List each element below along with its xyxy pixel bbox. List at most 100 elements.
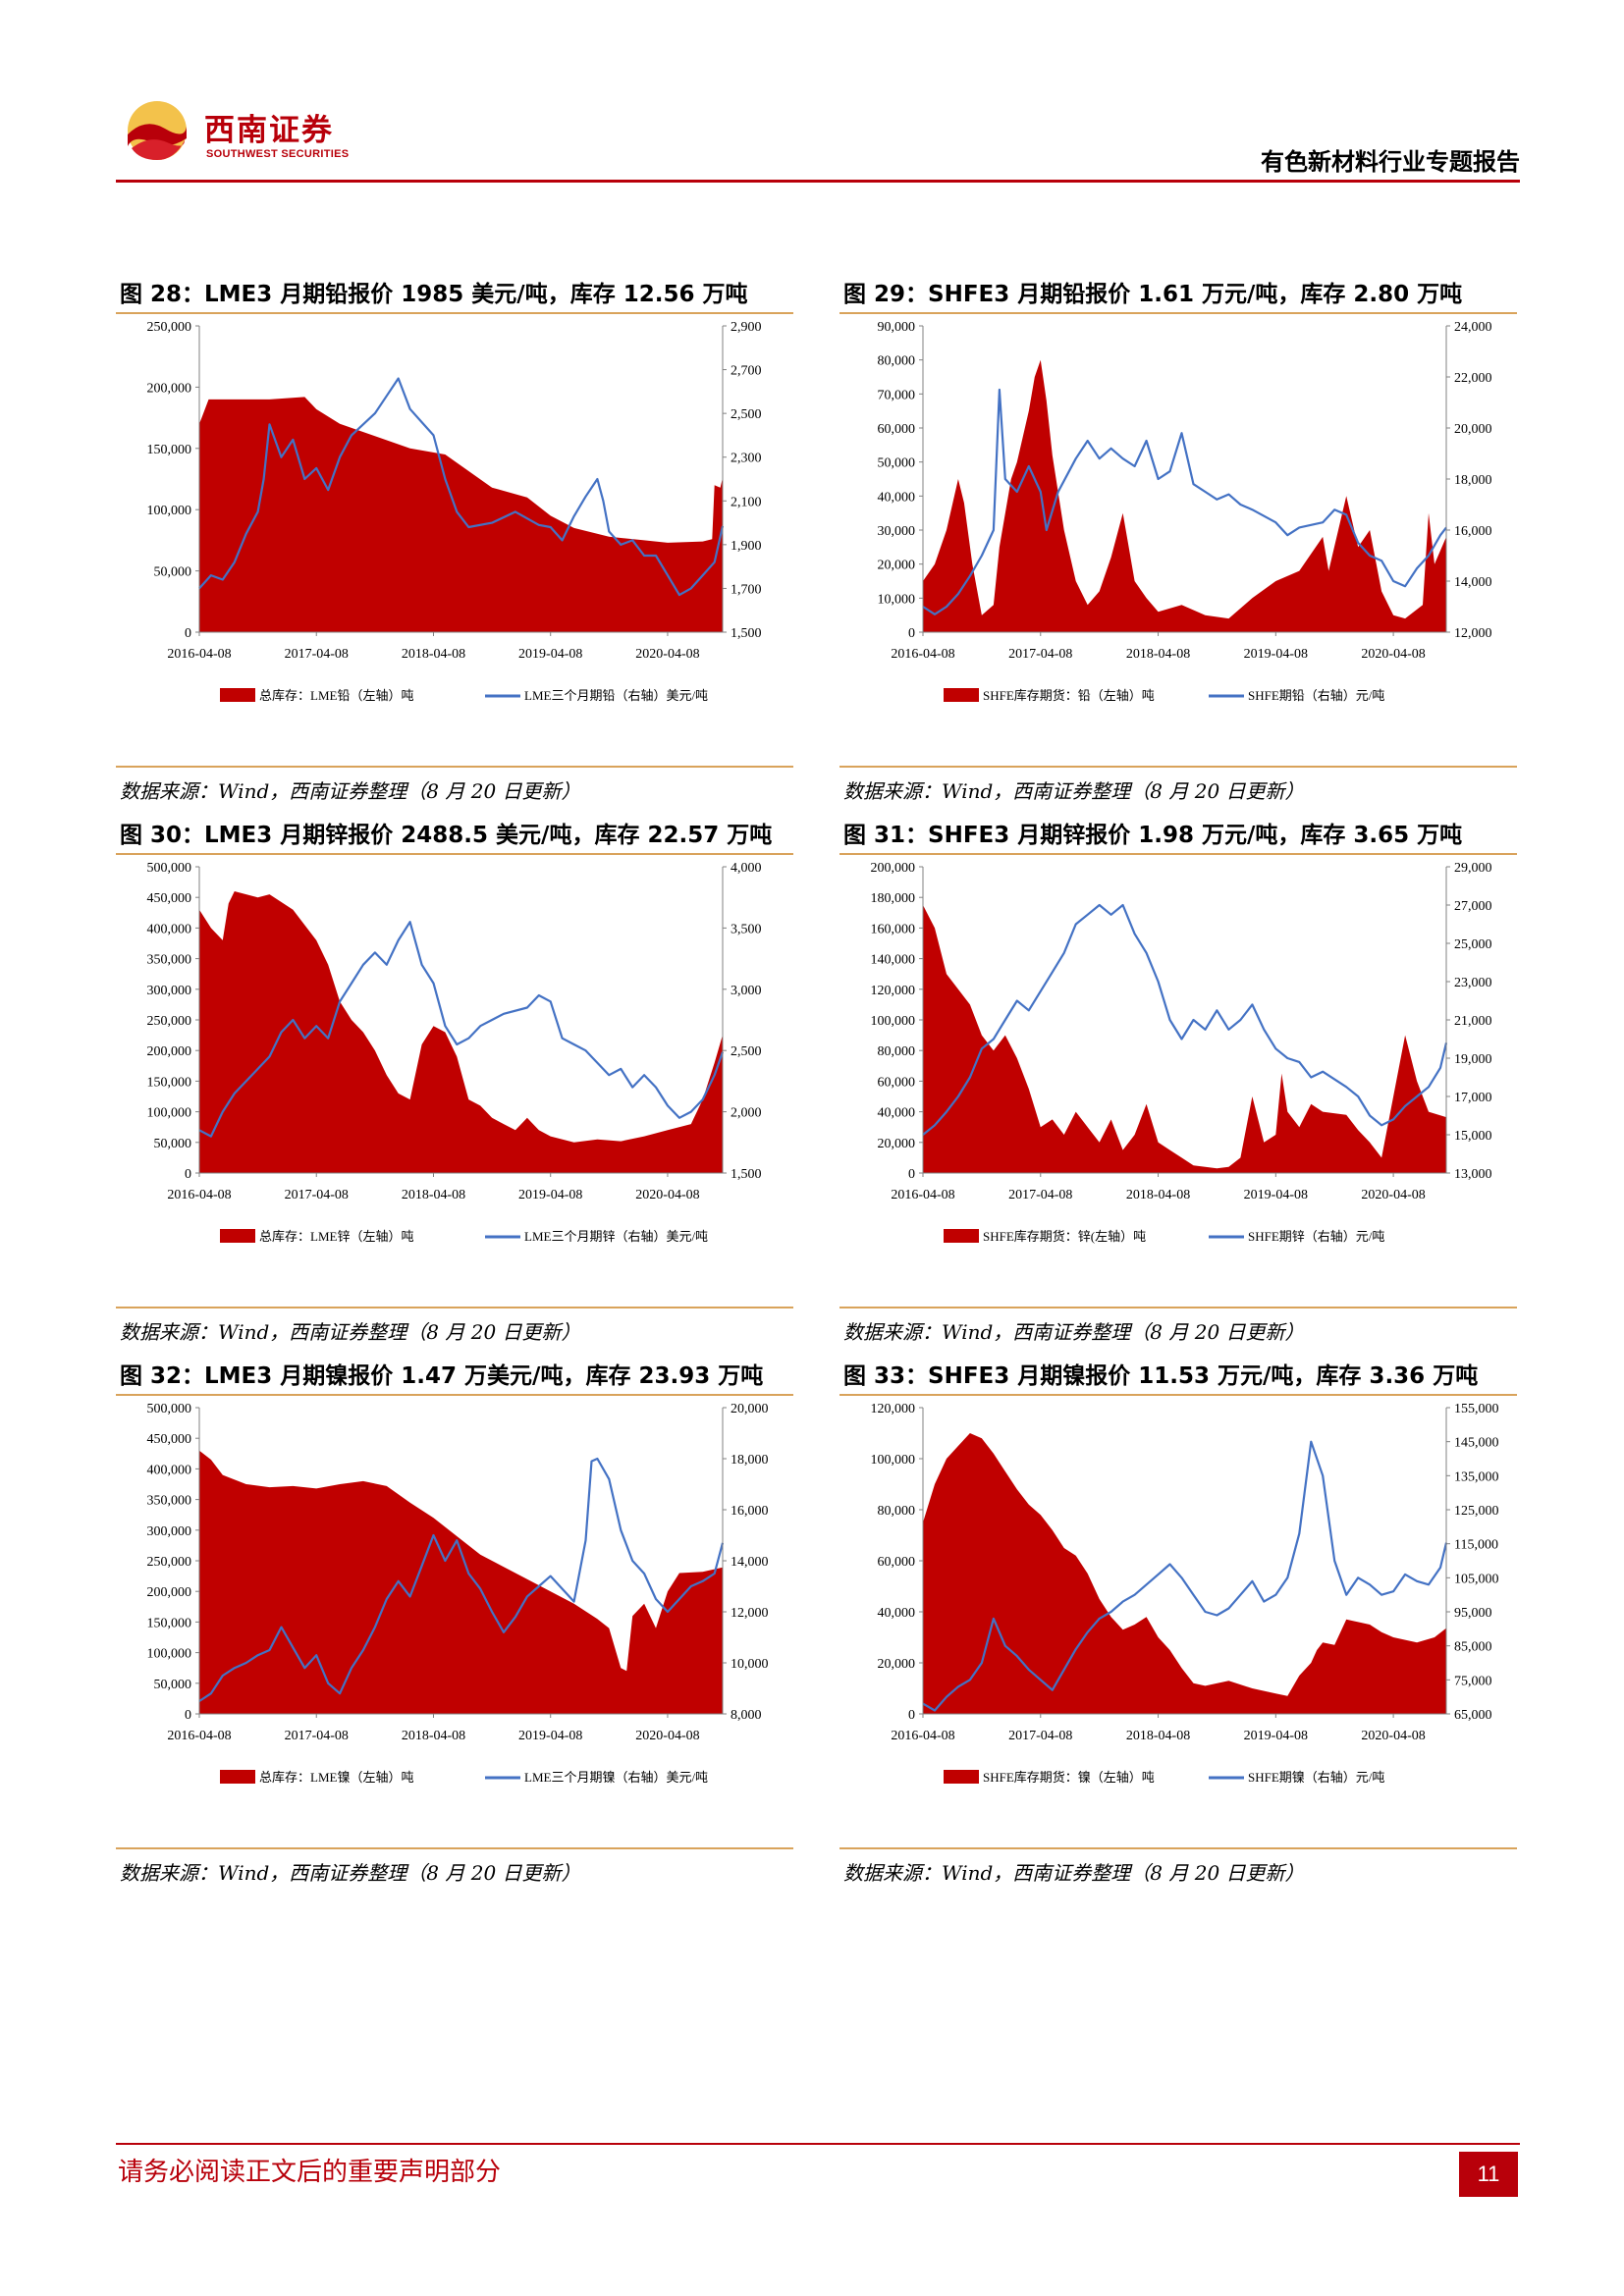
figure-rule-bottom (116, 1307, 793, 1308)
legend-swatch-area (944, 1229, 979, 1243)
left-tick-label: 90,000 (878, 320, 916, 335)
right-tick-label: 135,000 (1454, 1469, 1499, 1484)
x-tick-label: 2017-04-08 (285, 647, 349, 662)
x-tick-label: 2020-04-08 (1361, 1729, 1425, 1743)
x-tick-label: 2019-04-08 (1244, 647, 1308, 662)
left-tick-label: 0 (908, 1708, 915, 1723)
x-tick-label: 2017-04-08 (285, 1729, 349, 1743)
x-tick-label: 2018-04-08 (1126, 647, 1190, 662)
right-tick-label: 16,000 (1454, 524, 1492, 539)
left-tick-label: 0 (185, 1167, 191, 1182)
legend-label-line: SHFE期铅（右轴）元/吨 (1248, 688, 1384, 703)
right-tick-label: 24,000 (1454, 320, 1492, 335)
right-tick-label: 22,000 (1454, 371, 1492, 386)
left-tick-label: 300,000 (147, 1524, 192, 1539)
left-tick-label: 20,000 (878, 559, 916, 573)
left-tick-label: 50,000 (154, 565, 192, 580)
left-tick-label: 200,000 (147, 1585, 192, 1600)
right-tick-label: 2,100 (731, 495, 762, 509)
left-tick-label: 200,000 (871, 861, 916, 876)
x-tick-label: 2016-04-08 (891, 1188, 954, 1202)
figure-rule-bottom (839, 1307, 1517, 1308)
figure-title: 图 30：LME3 月期锌报价 2488.5 美元/吨，库存 22.57 万吨 (120, 823, 773, 848)
brand-name-cn: 西南证券 (204, 113, 334, 148)
legend-label-area: 总库存：LME镍（左轴）吨 (259, 1770, 413, 1785)
x-tick-label: 2019-04-08 (518, 1188, 582, 1202)
figure-chart: 0 20,000 40,000 60,000 80,000 100,000 120,000 6… (871, 1402, 1499, 1785)
left-tick-label: 0 (908, 626, 915, 641)
right-tick-label: 18,000 (731, 1453, 769, 1468)
x-tick-label: 2020-04-08 (635, 1729, 699, 1743)
legend-swatch-area (220, 1229, 255, 1243)
left-tick-label: 500,000 (147, 861, 192, 876)
figure-title: 图 29：SHFE3 月期铅报价 1.61 万元/吨，库存 2.80 万吨 (843, 282, 1463, 307)
right-tick-label: 1,900 (731, 539, 762, 554)
left-tick-label: 0 (185, 626, 191, 641)
brand-name-en: SOUTHWEST SECURITIES (206, 148, 350, 160)
right-tick-label: 23,000 (1454, 976, 1492, 990)
inventory-area (923, 1433, 1446, 1714)
figure-rule-top (839, 1394, 1517, 1396)
left-tick-label: 0 (908, 1167, 915, 1182)
right-tick-label: 75,000 (1454, 1674, 1492, 1688)
figure-chart: 0 50,000 100,000 150,000 200,000 250,000 300,0… (147, 861, 762, 1244)
inventory-area (199, 1450, 723, 1714)
right-tick-label: 2,000 (731, 1106, 762, 1121)
left-tick-label: 80,000 (878, 1504, 916, 1519)
page-number: 11 (1459, 2152, 1518, 2197)
left-tick-label: 120,000 (871, 1402, 916, 1416)
x-tick-label: 2019-04-08 (518, 647, 582, 662)
left-tick-label: 350,000 (147, 1494, 192, 1509)
legend-label-line: LME三个月期铅（右轴）美元/吨 (524, 688, 708, 703)
left-tick-label: 150,000 (147, 1616, 192, 1630)
figure-rule-top (116, 853, 793, 855)
left-tick-label: 50,000 (878, 456, 916, 471)
x-tick-label: 2017-04-08 (285, 1188, 349, 1202)
right-tick-label: 13,000 (1454, 1167, 1492, 1182)
right-tick-label: 3,000 (731, 984, 762, 998)
inventory-area (199, 397, 723, 632)
right-tick-label: 21,000 (1454, 1014, 1492, 1029)
right-tick-label: 65,000 (1454, 1708, 1492, 1723)
right-tick-label: 15,000 (1454, 1129, 1492, 1144)
brand-logo-icon (128, 101, 187, 160)
price-line (198, 377, 725, 597)
right-tick-label: 29,000 (1454, 861, 1492, 876)
figure-title: 图 32：LME3 月期镍报价 1.47 万美元/吨，库存 23.93 万吨 (120, 1363, 764, 1389)
price-line (198, 921, 725, 1138)
x-tick-label: 2017-04-08 (1008, 1188, 1072, 1202)
left-tick-label: 400,000 (147, 922, 192, 936)
right-tick-label: 14,000 (731, 1555, 769, 1570)
figure-rule-top (116, 312, 793, 314)
figure-source: 数据来源：Wind，西南证券整理（8 月 20 日更新） (843, 1320, 1305, 1344)
figure-rule-top (839, 853, 1517, 855)
legend-label-area: 总库存：LME锌（左轴）吨 (259, 1229, 413, 1244)
left-tick-label: 450,000 (147, 1432, 192, 1447)
x-tick-label: 2016-04-08 (891, 647, 954, 662)
x-tick-label: 2020-04-08 (1361, 1188, 1425, 1202)
legend-swatch-area (944, 1770, 979, 1784)
right-tick-label: 1,500 (731, 626, 762, 641)
left-tick-label: 180,000 (871, 891, 916, 906)
left-tick-label: 60,000 (878, 422, 916, 437)
x-tick-label: 2017-04-08 (1008, 1729, 1072, 1743)
legend-swatch-area (944, 688, 979, 702)
left-tick-label: 50,000 (154, 1137, 192, 1151)
right-tick-label: 3,500 (731, 922, 762, 936)
legend-swatch-area (220, 688, 255, 702)
left-tick-label: 70,000 (878, 388, 916, 402)
left-tick-label: 30,000 (878, 524, 916, 539)
brand-logo: 西南证券 SOUTHWEST SECURITIES (126, 99, 479, 162)
legend-label-area: SHFE库存期货：锌(左轴）吨 (983, 1229, 1146, 1244)
figure-rule-bottom (839, 766, 1517, 768)
left-tick-label: 40,000 (878, 490, 916, 505)
figure-33: 图 33：SHFE3 月期镍报价 11.53 万元/吨，库存 3.36 万吨 0… (839, 1357, 1517, 1885)
right-tick-label: 125,000 (1454, 1504, 1499, 1519)
figure-rule-top (839, 312, 1517, 314)
right-tick-label: 95,000 (1454, 1606, 1492, 1621)
right-tick-label: 1,700 (731, 582, 762, 597)
x-tick-label: 2019-04-08 (1244, 1729, 1308, 1743)
right-tick-label: 19,000 (1454, 1052, 1492, 1067)
left-tick-label: 100,000 (871, 1014, 916, 1029)
left-tick-label: 250,000 (147, 320, 192, 335)
